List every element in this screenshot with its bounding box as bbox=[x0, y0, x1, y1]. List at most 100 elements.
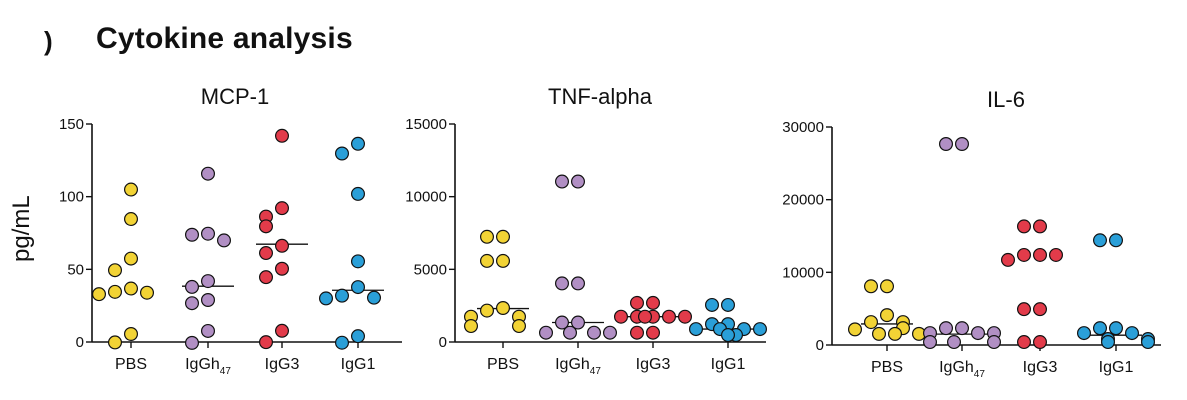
plot-title: MCP-1 bbox=[201, 84, 269, 109]
data-point-iggh47 bbox=[217, 233, 232, 248]
data-point-igg3 bbox=[1016, 247, 1031, 262]
data-point-igg3 bbox=[275, 128, 290, 143]
y-tick-label: 100 bbox=[59, 189, 84, 206]
data-point-pbs bbox=[123, 212, 138, 227]
data-point-iggh47 bbox=[201, 274, 216, 289]
y-tick-label: 150 bbox=[59, 116, 84, 133]
data-point-iggh47 bbox=[586, 325, 601, 340]
data-point-igg1 bbox=[1092, 233, 1107, 248]
plot-mcp-1: MCP-1 0 50 100 150 PBS IgGh47 IgG3 IgG1 bbox=[59, 84, 402, 377]
data-point-iggh47 bbox=[554, 174, 569, 189]
data-point-pbs bbox=[480, 253, 495, 268]
data-point-pbs bbox=[863, 315, 878, 330]
data-point-igg1 bbox=[351, 329, 366, 344]
data-point-igg1 bbox=[1076, 326, 1091, 341]
y-tick-label: 0 bbox=[76, 334, 84, 351]
data-point-igg1 bbox=[351, 280, 366, 295]
data-point-iggh47 bbox=[570, 276, 585, 291]
data-point-iggh47 bbox=[554, 276, 569, 291]
data-point-igg3 bbox=[1000, 252, 1015, 267]
data-point-iggh47 bbox=[185, 296, 200, 311]
data-point-iggh47 bbox=[946, 335, 961, 350]
data-point-iggh47 bbox=[185, 279, 200, 294]
data-point-igg3 bbox=[677, 309, 692, 324]
y-tick-label: 10000 bbox=[782, 264, 824, 281]
data-point-igg3 bbox=[1032, 219, 1047, 234]
data-point-iggh47 bbox=[201, 166, 216, 181]
y-tick-label: 15000 bbox=[405, 116, 447, 133]
data-point-pbs bbox=[511, 319, 526, 334]
x-tick-label-igg1: IgG1 bbox=[711, 356, 746, 373]
x-tick-label-igg3: IgG3 bbox=[1023, 359, 1058, 376]
data-point-igg3 bbox=[1016, 219, 1031, 234]
data-point-pbs bbox=[91, 287, 106, 302]
y-tick-label: 5000 bbox=[414, 261, 447, 278]
data-point-igg3 bbox=[259, 219, 274, 234]
data-point-iggh47 bbox=[185, 335, 200, 350]
data-point-igg3 bbox=[1016, 302, 1031, 317]
data-point-igg3 bbox=[275, 261, 290, 276]
data-point-igg3 bbox=[259, 335, 274, 350]
data-point-igg3 bbox=[637, 309, 652, 324]
data-point-iggh47 bbox=[970, 326, 985, 341]
data-point-igg3 bbox=[613, 309, 628, 324]
data-point-igg3 bbox=[645, 325, 660, 340]
data-point-pbs bbox=[480, 229, 495, 244]
data-point-igg3 bbox=[275, 238, 290, 253]
data-point-iggh47 bbox=[570, 315, 585, 330]
data-point-igg3 bbox=[1032, 302, 1047, 317]
data-point-iggh47 bbox=[938, 137, 953, 152]
x-tick-label-iggh47: IgGh47 bbox=[939, 359, 985, 380]
data-point-pbs bbox=[863, 279, 878, 294]
data-point-igg1 bbox=[1140, 335, 1155, 350]
data-point-pbs bbox=[496, 229, 511, 244]
data-point-igg3 bbox=[629, 325, 644, 340]
data-point-iggh47 bbox=[185, 227, 200, 242]
data-point-iggh47 bbox=[570, 174, 585, 189]
data-point-iggh47 bbox=[986, 335, 1001, 350]
y-tick-label: 50 bbox=[67, 261, 84, 278]
data-point-igg3 bbox=[275, 201, 290, 216]
data-point-igg1 bbox=[704, 297, 719, 312]
data-point-pbs bbox=[496, 300, 511, 315]
data-point-igg3 bbox=[661, 309, 676, 324]
y-tick-label: 0 bbox=[816, 337, 824, 354]
data-point-pbs bbox=[887, 326, 902, 341]
data-point-iggh47 bbox=[938, 321, 953, 336]
y-tick-label: 30000 bbox=[782, 119, 824, 136]
data-point-igg3 bbox=[629, 295, 644, 310]
plot-title: IL-6 bbox=[987, 87, 1025, 112]
data-point-igg3 bbox=[1032, 335, 1047, 350]
data-point-pbs bbox=[140, 285, 155, 300]
x-tick-label-subscript: 47 bbox=[590, 366, 602, 377]
data-point-pbs bbox=[879, 308, 894, 323]
data-point-pbs bbox=[107, 335, 122, 350]
data-point-igg1 bbox=[367, 290, 382, 305]
data-point-pbs bbox=[464, 319, 479, 334]
x-tick-label-subscript: 47 bbox=[974, 369, 986, 380]
data-point-iggh47 bbox=[562, 325, 577, 340]
x-tick-label-subscript: 47 bbox=[220, 366, 232, 377]
data-point-igg1 bbox=[351, 136, 366, 151]
data-point-iggh47 bbox=[922, 335, 937, 350]
data-point-igg1 bbox=[1100, 335, 1115, 350]
data-point-pbs bbox=[847, 322, 862, 337]
x-tick-label-iggh47: IgGh47 bbox=[185, 356, 231, 377]
data-point-pbs bbox=[879, 279, 894, 294]
y-tick-label: 20000 bbox=[782, 192, 824, 209]
data-point-igg1 bbox=[1108, 321, 1123, 336]
x-tick-label-pbs: PBS bbox=[115, 356, 147, 373]
y-tick-label: 0 bbox=[439, 334, 447, 351]
data-point-igg1 bbox=[1108, 233, 1123, 248]
data-point-igg1 bbox=[319, 291, 334, 306]
data-point-iggh47 bbox=[602, 325, 617, 340]
data-point-igg1 bbox=[335, 146, 350, 161]
x-tick-label-igg1: IgG1 bbox=[341, 356, 376, 373]
data-point-igg1 bbox=[335, 335, 350, 350]
data-point-pbs bbox=[107, 284, 122, 299]
plot-il-6: IL-6 0 10000 20000 30000 PBS IgGh47 IgG3 IgG1 bbox=[782, 87, 1161, 380]
y-tick-label: 10000 bbox=[405, 189, 447, 206]
data-point-iggh47 bbox=[954, 321, 969, 336]
data-point-pbs bbox=[123, 281, 138, 296]
